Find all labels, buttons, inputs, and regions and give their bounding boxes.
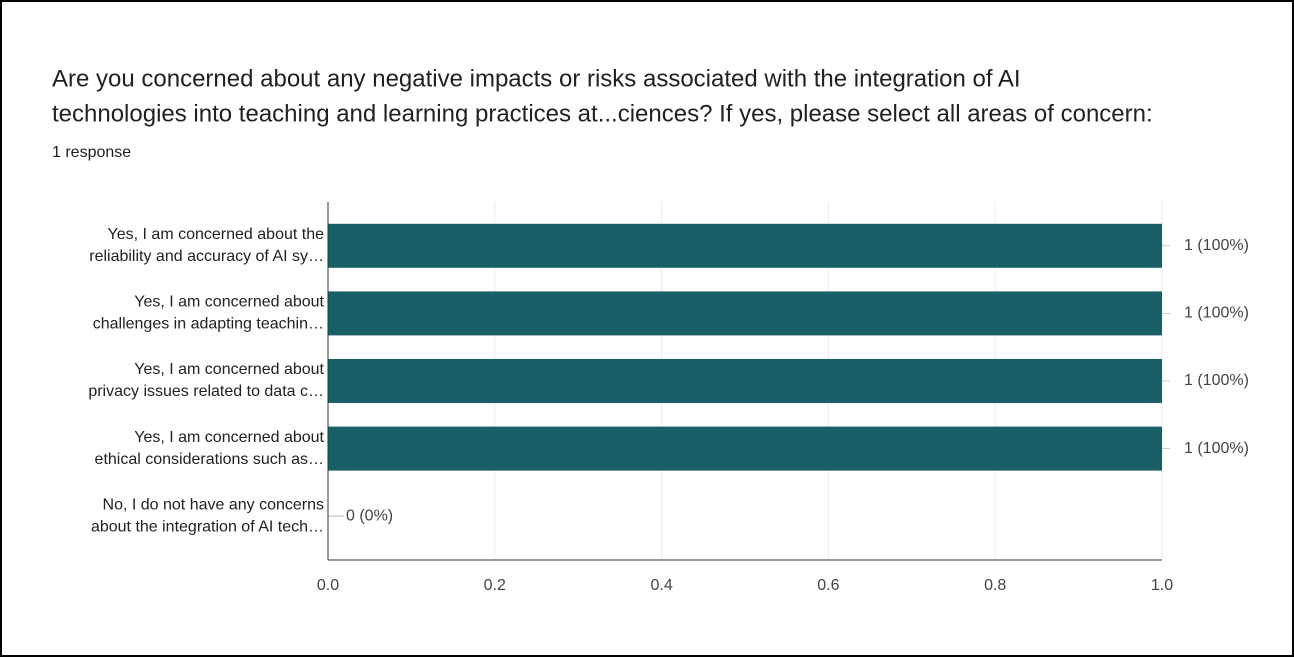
bar [328,223,1162,268]
x-tick-label: 0.6 [817,577,839,594]
x-tick-label: 1.0 [1151,577,1173,594]
x-tick-label: 0.0 [317,577,339,594]
bar [328,291,1162,336]
y-tick-label: about the integration of AI tech… [91,518,324,535]
y-tick-label: No, I do not have any concerns [103,496,324,513]
y-tick-label: Yes, I am concerned about [134,361,324,378]
y-tick-label: challenges in adapting teachin… [93,316,324,333]
y-tick-label: reliability and accuracy of AI sy… [89,248,324,265]
y-tick-label: privacy issues related to data c… [88,383,324,400]
y-tick-label: ethical considerations such as… [95,451,324,468]
x-tick-label: 0.4 [650,577,672,594]
value-label: 0 (0%) [346,507,393,524]
y-tick-label: Yes, I am concerned about the [108,226,325,243]
value-label: 1 (100%) [1184,305,1249,322]
value-label: 1 (100%) [1184,372,1249,389]
x-tick-label: 0.8 [984,577,1006,594]
y-tick-label: Yes, I am concerned about [134,294,324,311]
x-tick-label: 0.2 [484,577,506,594]
value-label: 1 (100%) [1184,440,1249,457]
chart-subtitle: 1 response [52,144,131,161]
chart-title: technologies into teaching and learning … [52,100,1153,127]
value-label: 1 (100%) [1184,237,1249,254]
bar [328,359,1162,403]
chart-title: Are you concerned about any negative imp… [52,65,1021,92]
y-tick-label: Yes, I am concerned about [134,429,324,446]
bar [328,426,1162,471]
